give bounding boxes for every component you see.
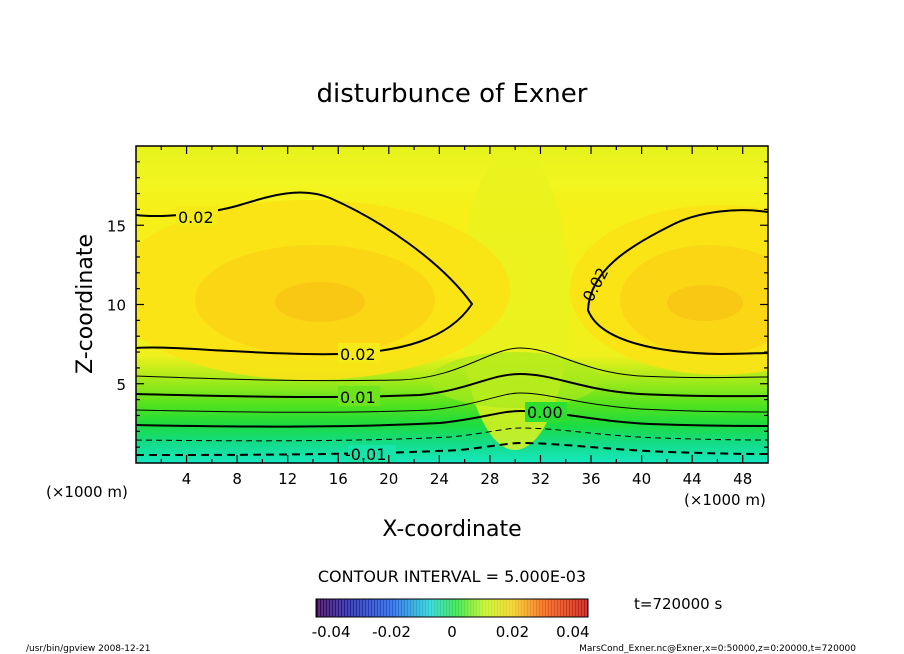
contour-label: 0.01 <box>340 388 376 407</box>
contour-label: -0.01 <box>345 445 386 464</box>
contour-label: 0.02 <box>178 208 214 227</box>
y-tick-label: 10 <box>107 297 126 315</box>
y-tick-label: 15 <box>107 217 126 235</box>
x-unit-right: (×1000 m) <box>684 491 766 509</box>
colorbar-frame <box>315 598 589 618</box>
time-text: t=720000 s <box>634 595 722 613</box>
colorbar-tick-label: -0.04 <box>312 623 351 641</box>
contour-label: 0.00 <box>527 403 563 422</box>
footer-left: /usr/bin/gpview 2008-12-21 <box>26 644 150 654</box>
x-tick-label: 32 <box>531 470 550 488</box>
axis-ticks <box>136 146 768 463</box>
colorbar-tick-label: 0.04 <box>556 623 589 641</box>
x-unit-left: (×1000 m) <box>46 483 128 501</box>
x-tick-label: 16 <box>329 470 348 488</box>
footer-right: MarsCond_Exner.nc@Exner,x=0:50000,z=0:20… <box>579 644 856 654</box>
colorbar-tick-label: -0.02 <box>372 623 411 641</box>
colorbar-tick-label: 0.02 <box>496 623 529 641</box>
x-tick-label: 8 <box>232 470 242 488</box>
x-tick-label: 24 <box>430 470 449 488</box>
heatmap-field: 0.02 0.02 0.02 0.01 0.00 -0.01 <box>136 146 768 464</box>
x-tick-label: 48 <box>733 470 752 488</box>
x-tick-label: 12 <box>278 470 297 488</box>
x-tick-label: 40 <box>632 470 651 488</box>
colorbar-stripes <box>318 599 587 617</box>
contour-lines <box>136 191 768 456</box>
y-tick-labels: 5 10 15 <box>107 217 126 394</box>
colorbar <box>316 599 588 617</box>
x-axis-label: X-coordinate <box>382 517 521 542</box>
contour-label-group: 0.02 0.02 0.02 0.01 0.00 -0.01 <box>176 206 612 464</box>
x-tick-label: 20 <box>379 470 398 488</box>
y-tick-label: 5 <box>116 376 126 394</box>
contour-label: 0.02 <box>340 345 376 364</box>
chart-title: disturbunce of Exner <box>317 79 588 109</box>
x-tick-label: 28 <box>480 470 499 488</box>
colorbar-tick-label: 0 <box>447 623 457 641</box>
x-tick-label: 36 <box>581 470 600 488</box>
x-tick-label: 4 <box>182 470 192 488</box>
contour-interval-text: CONTOUR INTERVAL = 5.000E-03 <box>318 567 586 586</box>
colorbar-tick-labels: -0.04 -0.02 0 0.02 0.04 <box>312 623 590 641</box>
x-tick-label: 44 <box>683 470 702 488</box>
y-axis-label: Z-coordinate <box>73 234 98 374</box>
x-tick-labels: 4 8 12 16 20 24 28 32 36 40 44 48 <box>182 470 752 488</box>
